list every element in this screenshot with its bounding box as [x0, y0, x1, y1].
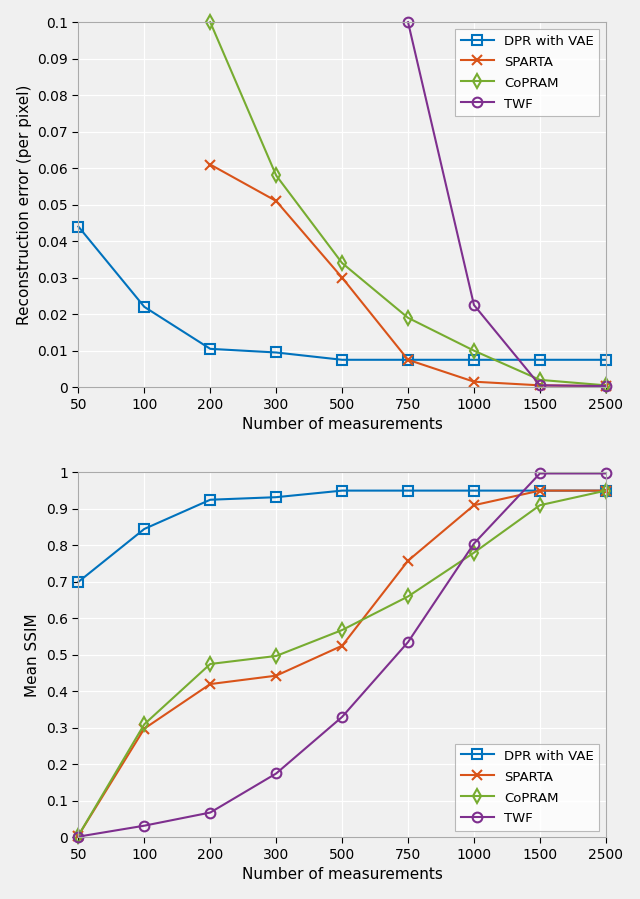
CoPRAM [74, 830, 82, 841]
SPARTA [536, 485, 544, 496]
TWF [404, 17, 412, 28]
CoPRAM [404, 313, 412, 324]
DPR with VAE [140, 523, 148, 534]
SPARTA [140, 723, 148, 734]
CoPRAM [536, 375, 544, 386]
DPR with VAE [602, 485, 610, 496]
SPARTA [339, 640, 346, 651]
DPR with VAE [74, 221, 82, 232]
SPARTA [339, 272, 346, 283]
SPARTA [273, 196, 280, 207]
TWF [273, 768, 280, 779]
TWF [470, 539, 478, 549]
DPR with VAE [207, 494, 214, 505]
TWF [470, 299, 478, 310]
CoPRAM [273, 651, 280, 662]
CoPRAM [339, 625, 346, 636]
DPR with VAE [339, 354, 346, 365]
SPARTA [404, 556, 412, 566]
Line: DPR with VAE: DPR with VAE [74, 222, 611, 365]
SPARTA [470, 377, 478, 387]
DPR with VAE [536, 354, 544, 365]
SPARTA [470, 500, 478, 511]
SPARTA [273, 671, 280, 681]
TWF [74, 832, 82, 842]
SPARTA [207, 679, 214, 690]
DPR with VAE [339, 485, 346, 496]
SPARTA [536, 380, 544, 391]
Line: TWF: TWF [74, 468, 611, 841]
Y-axis label: Mean SSIM: Mean SSIM [26, 613, 40, 697]
TWF [404, 636, 412, 647]
Line: CoPRAM: CoPRAM [205, 17, 611, 390]
DPR with VAE [470, 485, 478, 496]
DPR with VAE [536, 485, 544, 496]
Line: TWF: TWF [403, 17, 611, 391]
TWF [602, 380, 610, 391]
DPR with VAE [74, 576, 82, 587]
CoPRAM [207, 17, 214, 28]
DPR with VAE [207, 343, 214, 354]
CoPRAM [536, 500, 544, 511]
CoPRAM [602, 485, 610, 496]
SPARTA [602, 485, 610, 496]
CoPRAM [404, 591, 412, 601]
TWF [207, 807, 214, 818]
TWF [536, 468, 544, 479]
DPR with VAE [602, 354, 610, 365]
CoPRAM [207, 659, 214, 670]
TWF [602, 468, 610, 479]
Line: SPARTA: SPARTA [205, 160, 611, 391]
SPARTA [404, 354, 412, 365]
Legend: DPR with VAE, SPARTA, CoPRAM, TWF: DPR with VAE, SPARTA, CoPRAM, TWF [456, 29, 599, 116]
TWF [140, 820, 148, 831]
DPR with VAE [140, 301, 148, 312]
SPARTA [74, 830, 82, 841]
SPARTA [207, 159, 214, 170]
Legend: DPR with VAE, SPARTA, CoPRAM, TWF: DPR with VAE, SPARTA, CoPRAM, TWF [456, 743, 599, 831]
CoPRAM [273, 170, 280, 181]
SPARTA [602, 380, 610, 391]
CoPRAM [470, 345, 478, 356]
X-axis label: Number of measurements: Number of measurements [242, 417, 442, 432]
DPR with VAE [273, 347, 280, 358]
DPR with VAE [404, 485, 412, 496]
DPR with VAE [273, 492, 280, 503]
CoPRAM [602, 380, 610, 391]
CoPRAM [339, 258, 346, 269]
TWF [339, 711, 346, 722]
Line: CoPRAM: CoPRAM [74, 485, 611, 841]
DPR with VAE [470, 354, 478, 365]
X-axis label: Number of measurements: Number of measurements [242, 868, 442, 882]
Line: SPARTA: SPARTA [74, 485, 611, 841]
CoPRAM [470, 547, 478, 558]
Line: DPR with VAE: DPR with VAE [74, 485, 611, 587]
TWF [536, 380, 544, 391]
DPR with VAE [404, 354, 412, 365]
CoPRAM [140, 719, 148, 730]
Y-axis label: Reconstruction error (per pixel): Reconstruction error (per pixel) [17, 85, 31, 325]
